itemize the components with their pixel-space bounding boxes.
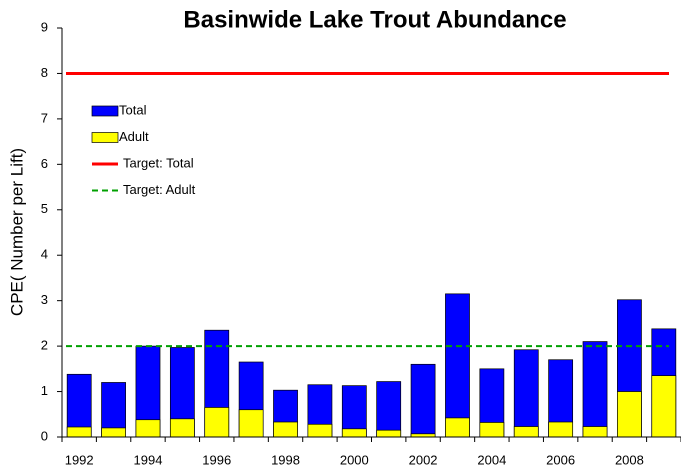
x-tick-label: 2000 [340, 452, 369, 467]
bar [513, 349, 539, 438]
legend-label: Adult [119, 129, 149, 144]
bar [341, 428, 367, 438]
bar [376, 429, 402, 438]
y-tick-label: 5 [41, 201, 48, 216]
y-tick-label: 9 [41, 19, 48, 34]
bar [445, 417, 470, 438]
bar [135, 419, 161, 438]
bar [617, 391, 642, 438]
legend-label: Target: Total [123, 155, 194, 170]
bar [66, 426, 92, 438]
legend-label: Total [119, 102, 147, 117]
x-tick-label: 1994 [134, 452, 163, 467]
bar [238, 409, 264, 438]
bar [169, 418, 195, 438]
bar [651, 375, 677, 438]
bar [307, 423, 333, 438]
y-tick-label: 1 [41, 383, 48, 398]
y-tick-label: 0 [41, 428, 48, 443]
bar [101, 427, 126, 438]
y-tick-label: 6 [41, 156, 48, 171]
bar [66, 373, 92, 438]
bar [410, 363, 436, 438]
bar [513, 426, 539, 438]
x-tick-label: 2004 [477, 452, 506, 467]
x-tick-label: 2002 [409, 452, 438, 467]
bar [376, 381, 402, 438]
x-tick-label: 1998 [271, 452, 300, 467]
x-tick-label: 1996 [202, 452, 231, 467]
bar [479, 422, 505, 438]
legend-label: Target: Adult [123, 182, 196, 197]
y-tick-label: 4 [41, 247, 48, 262]
bar [273, 421, 298, 438]
y-tick-label: 2 [41, 338, 48, 353]
x-tick-label: 1992 [65, 452, 94, 467]
y-tick-label: 7 [41, 110, 48, 125]
bar [582, 426, 608, 438]
y-axis-label: CPE( Number per Lift) [7, 148, 26, 316]
bar [204, 407, 230, 438]
x-tick-label: 2008 [615, 452, 644, 467]
y-tick-label: 8 [41, 65, 48, 80]
legend-swatch [91, 105, 119, 117]
bar [548, 421, 574, 438]
chart-title: Basinwide Lake Trout Abundance [183, 6, 566, 33]
bar [445, 293, 470, 438]
x-tick-label: 2006 [546, 452, 575, 467]
bar [582, 341, 608, 438]
legend-swatch [91, 132, 119, 143]
bar [341, 385, 367, 438]
y-tick-label: 3 [41, 292, 48, 307]
